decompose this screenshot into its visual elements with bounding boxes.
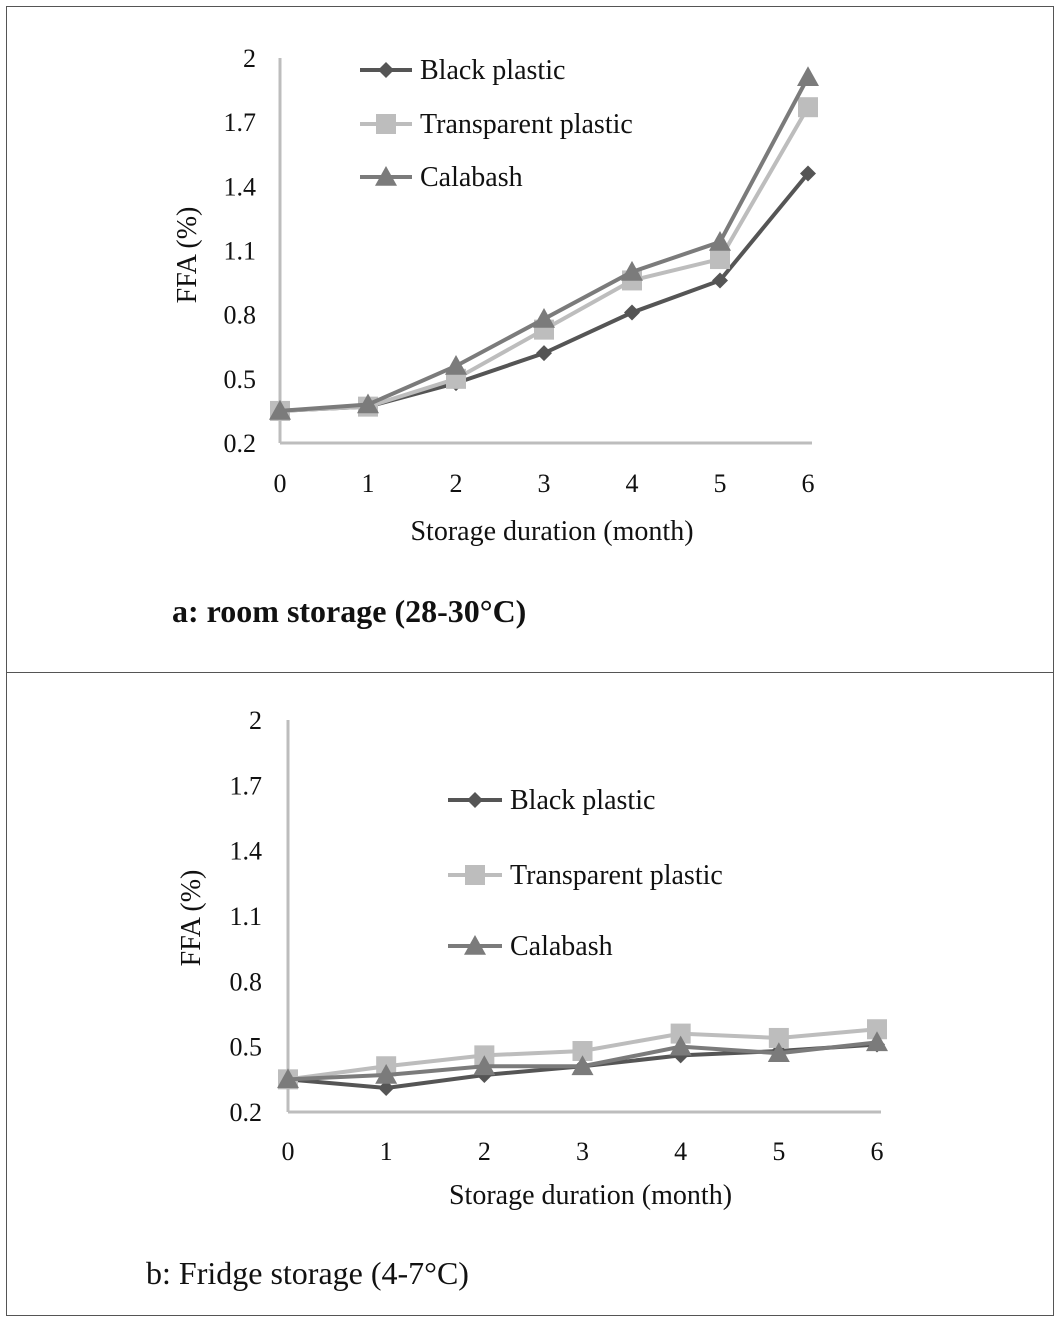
x-tick-label: 4	[626, 469, 639, 498]
caption-b: b: Fridge storage (4-7°C)	[146, 1255, 469, 1291]
data-point-0-4	[624, 304, 640, 321]
data-point-2-5	[709, 230, 731, 251]
y-tick-label: 0.2	[224, 429, 257, 458]
data-point-2-2	[473, 1055, 496, 1076]
legend-swatch-marker	[376, 114, 396, 134]
x-tick-label: 5	[772, 1137, 785, 1166]
x-tick-label: 0	[274, 469, 287, 498]
data-point-2-5	[767, 1042, 790, 1062]
x-tick-label: 3	[576, 1137, 589, 1166]
chart-b: 0.2 0.5 0.8 1.1 1.4 1.7 2 0 1 2 3 4 5 6 Storage durati…	[146, 706, 888, 1291]
y-tick-label: 2	[243, 44, 256, 73]
data-point-1-5	[768, 1027, 789, 1048]
x-tick-label: 5	[714, 469, 727, 498]
y-tick-label: 1.4	[224, 172, 257, 201]
chart-a: 0.2 0.5 0.8 1.1 1.4 1.7 2 0 1 2 3 4 5 6 Storage durati…	[172, 44, 819, 629]
y-tick-label: 0.5	[230, 1033, 263, 1062]
y-tick-label: 1.1	[224, 237, 257, 266]
x-axis-title: Storage duration (month)	[449, 1180, 732, 1211]
x-tick-label: 0	[282, 1137, 295, 1166]
x-tick-label: 6	[802, 469, 815, 498]
data-point-2-3	[571, 1055, 594, 1076]
x-tick-label: 4	[674, 1137, 687, 1166]
y-axis-title: FFA (%)	[172, 207, 203, 304]
data-point-1-5	[710, 249, 730, 270]
y-tick-label: 0.2	[230, 1098, 263, 1127]
data-point-0-5	[712, 272, 728, 289]
figure-frame	[6, 6, 1054, 1316]
y-tick-label: 0.8	[230, 967, 263, 996]
data-point-2-4	[621, 260, 643, 281]
y-tick-label: 2	[249, 706, 262, 735]
legend-entry: Transparent plastic	[510, 860, 723, 891]
y-tick-label: 1.7	[224, 108, 257, 137]
y-tick-label: 0.5	[224, 365, 257, 394]
data-point-0-1	[378, 1080, 395, 1097]
x-tick-label: 2	[450, 469, 463, 498]
data-point-1-4	[670, 1023, 691, 1044]
x-tick-label: 1	[362, 469, 375, 498]
legend-swatch-marker	[375, 166, 397, 186]
data-point-2-6	[866, 1031, 888, 1052]
legend-swatch-marker	[464, 935, 486, 955]
legend-swatch-marker	[467, 792, 483, 808]
x-tick-label: 3	[538, 469, 551, 498]
x-tick-label: 6	[871, 1137, 884, 1166]
x-tick-label: 1	[380, 1137, 393, 1166]
data-point-2-1	[375, 1063, 398, 1084]
series-line-0	[279, 172, 810, 413]
y-tick-label: 1.4	[230, 837, 263, 866]
data-point-2-4	[669, 1035, 692, 1056]
y-tick-label: 1.7	[230, 771, 263, 800]
data-point-2-0	[277, 1068, 299, 1089]
data-point-2-6	[797, 66, 819, 87]
data-point-0-3	[536, 345, 552, 362]
legend-entry: Calabash	[420, 162, 523, 193]
y-axis-title: FFA (%)	[176, 870, 207, 967]
data-point-1-6	[798, 97, 818, 118]
x-tick-label: 2	[478, 1137, 491, 1166]
legend-entry: Black plastic	[420, 55, 565, 86]
legend-swatch-marker	[378, 62, 394, 78]
data-point-0-6	[800, 165, 816, 182]
caption-a: a: room storage (28-30°C)	[172, 593, 526, 629]
data-point-1-3	[572, 1041, 593, 1062]
legend-swatch-marker	[465, 865, 485, 885]
legend-entry: Transparent plastic	[420, 109, 633, 140]
panel-divider	[6, 672, 1054, 673]
data-point-2-1	[357, 393, 379, 414]
legend-entry: Calabash	[510, 931, 613, 962]
y-tick-label: 1.1	[230, 902, 263, 931]
y-tick-label: 0.8	[224, 301, 257, 330]
x-axis-title: Storage duration (month)	[410, 516, 693, 547]
data-point-2-0	[269, 399, 291, 420]
legend-entry: Black plastic	[510, 785, 655, 816]
data-point-1-6	[867, 1019, 887, 1040]
data-point-2-3	[533, 307, 555, 328]
data-point-2-2	[445, 355, 467, 375]
